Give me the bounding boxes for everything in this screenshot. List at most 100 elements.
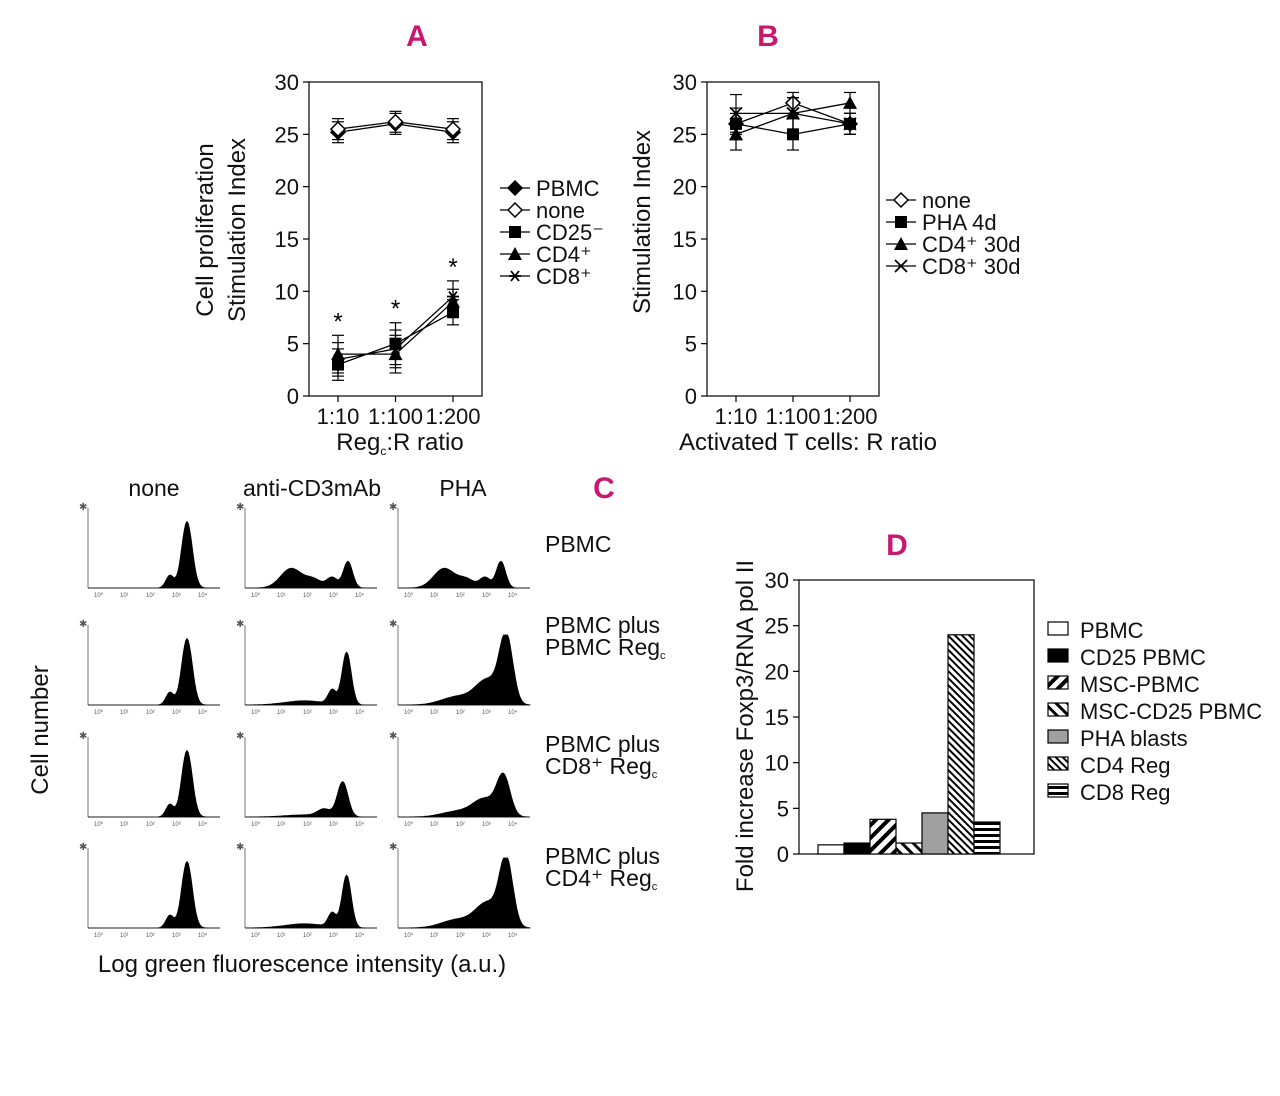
panel-c-histogram-r4-c2-axis-marker: ✱	[236, 842, 244, 853]
panel-b-series-cd8-30d-point-0	[729, 106, 743, 121]
panel-a-series-none-point-1	[387, 113, 404, 130]
panel-a-ytick-5: 5	[287, 332, 299, 357]
panel-c-histogram-r1-c1-tick-2: 10²	[146, 593, 155, 599]
panel-c-histogram-r1-c3-tick-1: 10¹	[430, 593, 439, 599]
panel-c-histogram-r2-c2-tick-1: 10¹	[277, 710, 286, 716]
panel-c-histogram-r3-c1-tick-1: 10¹	[120, 822, 129, 828]
panel-c-letter: C	[593, 472, 615, 505]
panel-c-histogram-r3-c2-tick-2: 10²	[303, 822, 312, 828]
panel-b-xtick-1-200: 1:200	[822, 404, 877, 429]
panel-b-series-cd4-30d-point-2	[843, 95, 857, 109]
panel-d-ytick-5: 5	[777, 796, 789, 821]
panel-b-legend-none-marker	[892, 191, 910, 209]
panel-c-row4-line2: CD4⁺ Regc	[545, 865, 658, 893]
panel-a-xtick-1-200: 1:200	[425, 404, 480, 429]
panel-c-histogram-r2-c2-tick-4: 10⁴	[355, 709, 365, 716]
panel-b-series-cd4-30d-point-0	[729, 127, 743, 141]
panel-c-row2-line1: PBMC plus	[545, 612, 660, 638]
panel-c-histogram-r2-c2-distribution	[244, 651, 377, 706]
panel-d-legend-msc-pbmc-swatch	[1047, 675, 1069, 690]
panel-c-histogram-r3-c1-tick-3: 10³	[172, 822, 181, 828]
panel-a-series-cd8-point-2-stroke-d2	[448, 291, 458, 303]
panel-c-histogram-r1-c2: ✱ 10⁰ 10¹ 10² 10³ 10⁴	[236, 502, 377, 599]
panel-c-histogram-r4-c3-tick-3: 10³	[482, 933, 491, 939]
panel-d-legend-cd8-reg: CD8 Reg	[1047, 780, 1170, 805]
panel-d-frame	[798, 579, 1035, 855]
panel-a-ylabel-line1: Cell proliferation	[192, 143, 219, 316]
panel-b-letter: B	[757, 20, 779, 53]
panel-b-ytick-10: 10	[673, 279, 697, 304]
panel-b-series-cd8-30d-point-1-stroke-2	[786, 106, 800, 121]
panel-c-histogram-r1-c3-tick-4: 10⁴	[508, 592, 518, 599]
panel-d-bar-msc-pbmc	[869, 818, 897, 855]
panel-a-ytick-10: 10	[275, 279, 299, 304]
panel-c-histogram-r2-c3-tick-4: 10⁴	[508, 709, 518, 716]
panel-c-histogram-r4-c2-tick-1: 10¹	[277, 933, 286, 939]
panel-c-histogram-r2-c2-tick-3: 10³	[329, 710, 338, 716]
panel-c-row2-sub: c	[660, 650, 666, 662]
panel-a-xlabel-tail: :R ratio	[386, 429, 463, 456]
panel-c-histogram-r1-c2-distribution	[245, 560, 377, 589]
panel-d-bar-cd8-reg	[973, 821, 1001, 855]
panel-c-histogram-r4-c3-tick-1: 10¹	[430, 933, 439, 939]
panel-c-histogram-r4-c2: ✱ 10⁰ 10¹ 10² 10³ 10⁴	[236, 842, 377, 939]
panel-a-legend-pbmc: PBMC	[500, 176, 600, 201]
panel-d-bar-pbmc	[817, 844, 845, 855]
panel-c-histogram-r2-c3-tick-2: 10²	[456, 710, 465, 716]
panel-c-row3-line2: CD8⁺ Regc	[545, 753, 658, 781]
panel-d-ytick-25: 25	[765, 614, 789, 639]
panel-d-bar-pha-blasts	[921, 812, 949, 855]
panel-c-histogram-r2-c1-tick-4: 10⁴	[198, 709, 208, 716]
panel-d-bar-cd25-pbmc	[843, 842, 871, 855]
panel-c-histogram-r2-c1-tick-0: 10⁰	[94, 709, 104, 716]
panel-d-legend-cd25-pbmc-label: CD25 PBMC	[1080, 645, 1206, 670]
panel-d-legend-pha-blasts-label: PHA blasts	[1080, 726, 1188, 751]
panel-b-ytick-15: 15	[673, 227, 697, 252]
panel-c-histogram-r1-c3-axis-marker: ✱	[389, 502, 397, 513]
panel-a-xlabel-sub: c	[380, 444, 386, 458]
panel-d-legend-pbmc-swatch	[1047, 621, 1069, 636]
panel-a-legend-pbmc-marker	[506, 179, 524, 197]
panel-b-series-cd8-30d-point-0-stroke-2	[729, 106, 743, 121]
panel-a-legend-pbmc-label: PBMC	[536, 176, 600, 201]
panel-b-series-cd8-30d	[729, 93, 857, 135]
panel-a-legend-cd4-label: CD4⁺	[536, 242, 592, 267]
panel-b-legend-none: none	[886, 188, 971, 213]
panel-c-histogram-r3-c1: ✱ 10⁰ 10¹ 10² 10³ 10⁴	[79, 731, 220, 828]
panel-c-histogram-r1-c3-tick-3: 10³	[482, 593, 491, 599]
panel-a-ytick-0: 0	[287, 384, 299, 409]
panel-c-row4-sub: c	[652, 881, 658, 893]
panel-b-legend-cd8-30d-marker	[894, 259, 908, 273]
panel-a-legend-none-label: none	[536, 198, 585, 223]
panel-c-histogram-r1-c1-distribution	[88, 520, 220, 589]
panel-a-ytick-30: 30	[275, 70, 299, 95]
panel-c-histogram-r3-c3-axis-marker: ✱	[389, 731, 397, 742]
panel-c-histogram-r3-c3-tick-1: 10¹	[430, 822, 439, 828]
panel-c-histogram-r2-c3: ✱ 10⁰ 10¹ 10² 10³ 10⁴	[389, 619, 531, 716]
panel-a-legend-cd25-label: CD25⁻	[536, 220, 604, 245]
panel-c-xlabel: Log green fluorescence intensity (a.u.)	[98, 951, 506, 978]
panel-a-legend-cd25: CD25⁻	[500, 220, 604, 245]
panel-a-series-cd8-point-0-stroke-d2	[333, 353, 343, 365]
panel-a-significance-1: *	[391, 296, 400, 323]
panel-c-histogram-r1-c3-distribution	[398, 560, 530, 589]
panel-d-legend-cd4-reg-label: CD4 Reg	[1080, 753, 1170, 778]
panel-c-row3-line2-main: CD8⁺ Reg	[545, 753, 652, 779]
panel-c-histogram-r3-c2-tick-4: 10⁴	[355, 821, 365, 828]
panel-d-ytick-30: 30	[765, 568, 789, 593]
panel-c-histogram-r3-c3: ✱ 10⁰ 10¹ 10² 10³ 10⁴	[389, 731, 530, 828]
panel-b-xlabel: Activated T cells: R ratio	[679, 429, 937, 456]
panel-c-histograms: ✱ 10⁰ 10¹ 10² 10³ 10⁴ ✱ 10⁰ 10¹ 10² 10³ 10⁴ ✱ 10⁰ 10¹ 1…	[79, 502, 531, 939]
panel-c-histogram-r1-c1: ✱ 10⁰ 10¹ 10² 10³ 10⁴	[79, 502, 220, 599]
panel-c-histogram-r2-c1-tick-3: 10³	[172, 710, 181, 716]
panel-c-histogram-r2-c2-tick-2: 10²	[303, 710, 312, 716]
panel-c-histogram-r1-c2-tick-4: 10⁴	[355, 592, 365, 599]
panel-a-legend-cd8-marker	[509, 270, 521, 282]
panel-d-legend-msc-pbmc: MSC-PBMC	[1047, 672, 1200, 697]
panel-b-xtick-1-10: 1:10	[715, 404, 758, 429]
panel-c-histogram-r1-c3-tick-0: 10⁰	[404, 592, 414, 599]
panel-d-legend-cd25-pbmc-swatch	[1047, 648, 1069, 663]
panel-c-row4-line2-main: CD4⁺ Reg	[545, 865, 652, 891]
panel-c-histogram-r4-c1-axis-marker: ✱	[79, 842, 87, 853]
